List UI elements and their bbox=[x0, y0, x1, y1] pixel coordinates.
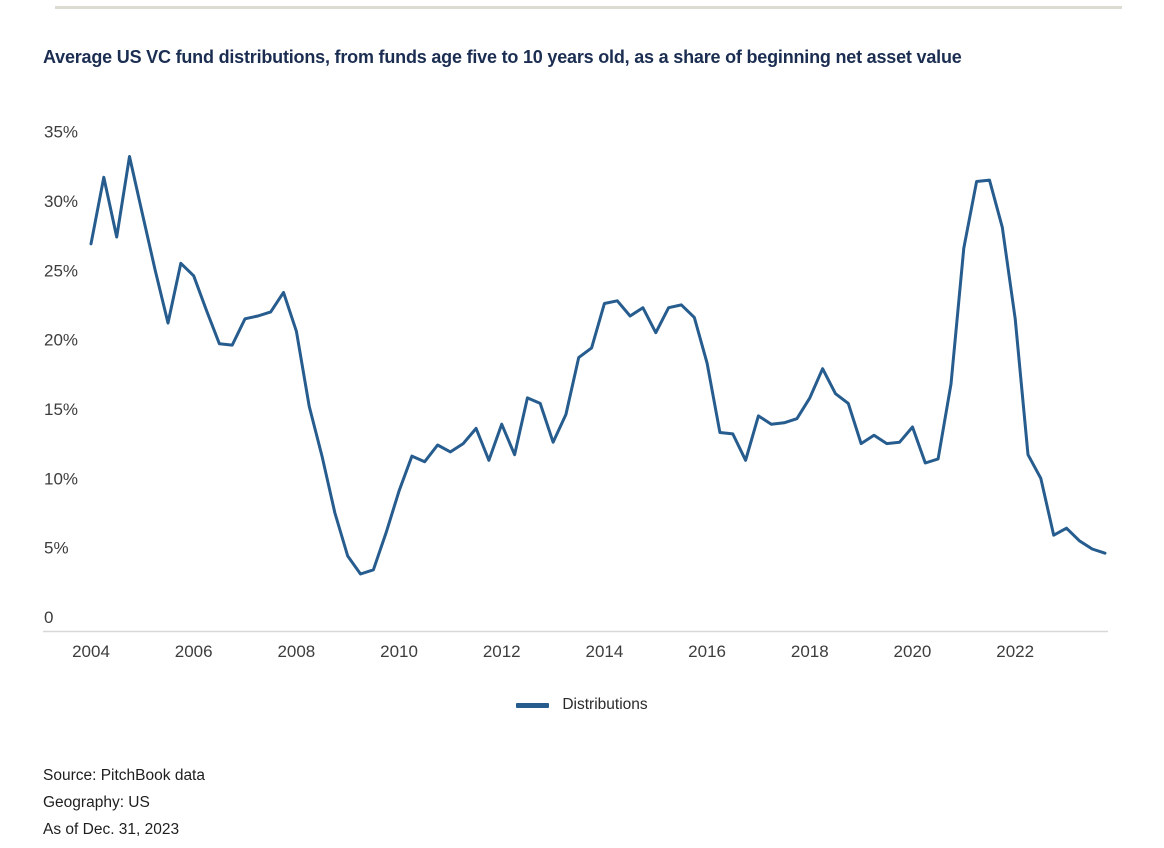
x-axis-tick-label: 2018 bbox=[791, 642, 829, 661]
x-axis-tick-label: 2008 bbox=[277, 642, 315, 661]
y-axis-tick-label: 5% bbox=[44, 539, 69, 558]
chart-legend: Distributions bbox=[0, 696, 1164, 714]
x-axis-tick-label: 2014 bbox=[586, 642, 624, 661]
y-axis-tick-label: 30% bbox=[44, 192, 78, 211]
footnote-source: Source: PitchBook data bbox=[43, 767, 205, 784]
chart-title: Average US VC fund distributions, from f… bbox=[43, 47, 962, 67]
y-axis-tick-label: 15% bbox=[44, 400, 78, 419]
footnote-geography: Geography: US bbox=[43, 794, 150, 811]
chart-footnotes: Source: PitchBook data Geography: US As … bbox=[43, 762, 205, 843]
y-axis-tick-label: 35% bbox=[44, 123, 78, 142]
x-axis-tick-label: 2012 bbox=[483, 642, 521, 661]
x-axis-tick-label: 2020 bbox=[894, 642, 932, 661]
x-axis-tick-label: 2022 bbox=[996, 642, 1034, 661]
footnote-as-of: As of Dec. 31, 2023 bbox=[43, 821, 180, 838]
y-axis-tick-label: 25% bbox=[44, 261, 78, 280]
x-axis-tick-label: 2016 bbox=[688, 642, 726, 661]
y-axis-tick-label: 10% bbox=[44, 469, 78, 488]
top-divider-rule bbox=[55, 6, 1122, 9]
x-axis-tick-label: 2010 bbox=[380, 642, 418, 661]
x-axis-tick-label: 2004 bbox=[72, 642, 110, 661]
distributions-line bbox=[89, 155, 1107, 576]
distributions-line-chart: 35% 30% 25% 20% 15% 10% 5% 0 2004 2006 2008 2010 201… bbox=[43, 123, 1108, 661]
x-axis-tick-label: 2006 bbox=[175, 642, 213, 661]
y-axis-tick-label: 20% bbox=[44, 331, 78, 350]
legend-label: Distributions bbox=[562, 696, 648, 713]
legend-line-swatch bbox=[516, 702, 550, 708]
y-axis-tick-label: 0 bbox=[44, 608, 53, 627]
